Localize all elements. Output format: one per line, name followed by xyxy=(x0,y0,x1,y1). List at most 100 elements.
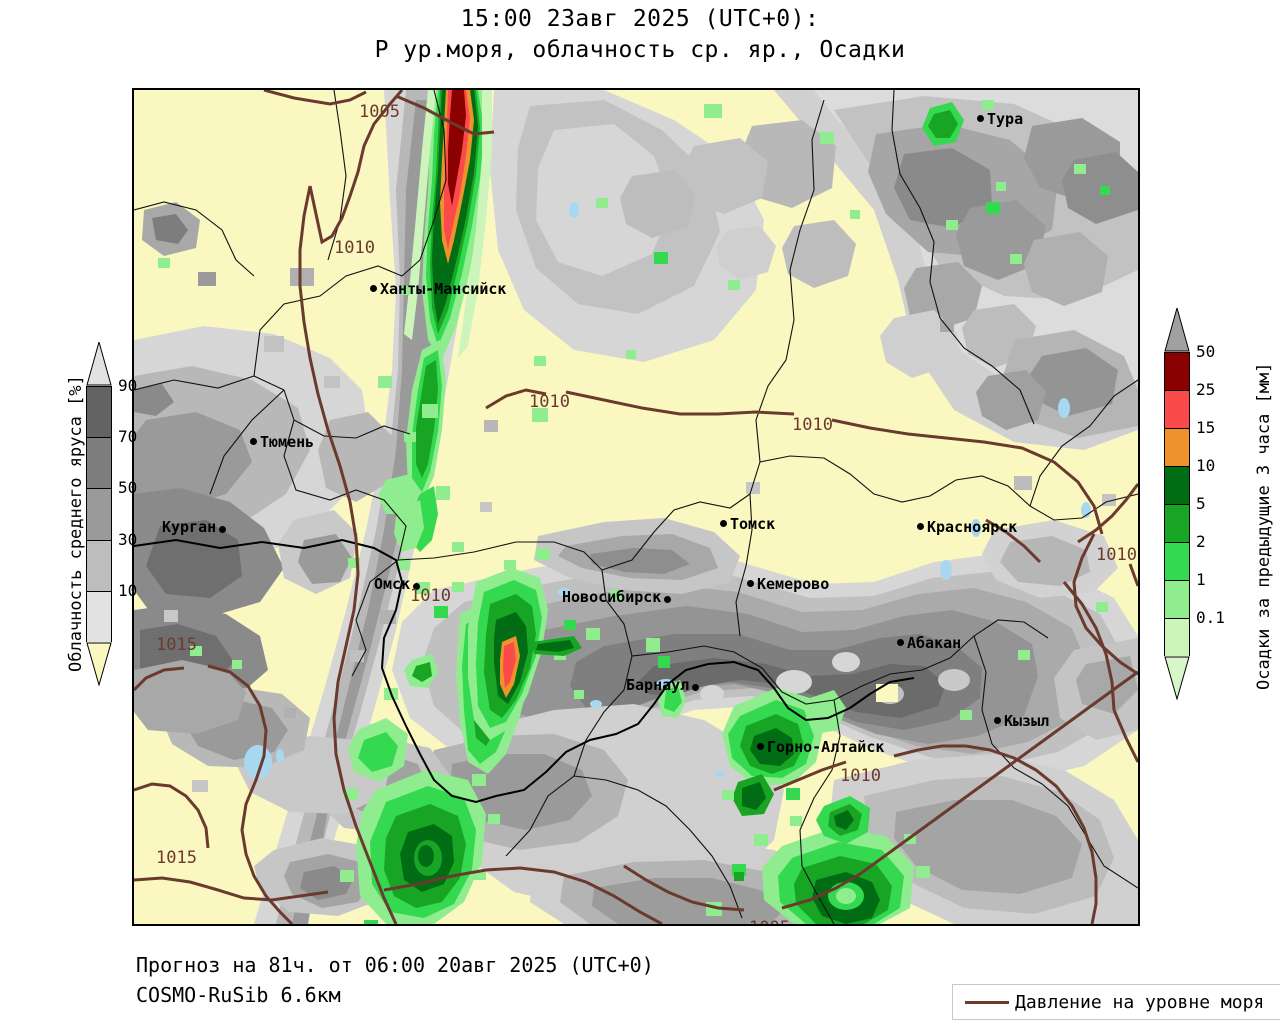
title-line-2: P ур.моря, облачность ср. яр., Осадки xyxy=(374,37,906,63)
precip-colorbar-tick: 2 xyxy=(1196,532,1206,551)
city-label: Абакан xyxy=(897,634,962,652)
title-line-1: 15:00 23авг 2025 (UTC+0): xyxy=(460,6,820,32)
precip-colorbar-band xyxy=(1164,504,1190,542)
isobar-label: 1005 xyxy=(359,102,400,122)
city-marker-dot xyxy=(757,743,764,750)
city-marker-dot xyxy=(977,115,984,122)
city-label: Курган xyxy=(162,518,227,536)
isobar-label: 1005 xyxy=(749,918,790,924)
city-marker-dot xyxy=(747,580,754,587)
precip-colorbar-band xyxy=(1164,466,1190,504)
city-marker-dot xyxy=(413,583,421,590)
isobar-label: 1010 xyxy=(529,392,570,412)
precipitation-colorbar-title: Осадки за предыдущие 3 часа [мм] xyxy=(1254,362,1274,690)
city-label: Тура xyxy=(977,110,1024,128)
city-label: Кемерово xyxy=(747,575,830,593)
cloud-colorbar-tick: 70 xyxy=(118,427,138,447)
isobar-label: 1010 xyxy=(792,415,833,435)
city-label: Ханты-Мансийск xyxy=(370,280,507,298)
pressure-legend-label: Давление на уровне моря xyxy=(1015,991,1265,1013)
city-marker-dot xyxy=(370,285,377,292)
cloud-colorbar-bottom-tip xyxy=(86,642,112,687)
precip-colorbar-tick: 1 xyxy=(1196,570,1206,589)
city-name: Тура xyxy=(987,110,1024,128)
precip-colorbar-top-tip xyxy=(1164,306,1190,352)
city-label: Омск xyxy=(374,575,421,593)
cloud-colorbar-band xyxy=(86,437,112,489)
weather-map[interactable]: Тура Ханты-Мансийск Тюмень Курган Омск Томск К… xyxy=(132,88,1140,926)
isobar-layer xyxy=(134,90,1138,924)
city-label: Барнаул xyxy=(626,676,700,694)
country-border-layer xyxy=(134,538,915,804)
city-name: Ханты-Мансийск xyxy=(380,280,507,298)
cloud-colorbar-tick: 90 xyxy=(118,376,138,395)
cloud-colorbar-tick: 50 xyxy=(118,478,138,498)
city-marker-dot xyxy=(720,520,727,527)
isobar-label: 1010 xyxy=(334,238,375,258)
forecast-footer: Прогноз на 81ч. от 06:00 20авг 2025 (UTC… xyxy=(136,950,654,1010)
city-name: Горно-Алтайск xyxy=(767,738,885,756)
page-title: 15:00 23авг 2025 (UTC+0): P ур.моря, обл… xyxy=(0,4,1280,66)
city-label: Новосибирск xyxy=(562,588,672,606)
cloud-colorbar-band xyxy=(86,539,112,591)
city-marker-dot xyxy=(664,596,672,603)
cloud-colorbar-tick: 30 xyxy=(118,529,138,549)
cloud-colorbar-band xyxy=(86,386,112,438)
precip-colorbar-tick: 15 xyxy=(1196,418,1216,437)
precip-colorbar-band xyxy=(1164,352,1190,390)
cloud-colorbar-top-tip xyxy=(86,340,112,386)
isobar-label: 1015 xyxy=(156,635,197,655)
city-name: Курган xyxy=(162,518,217,536)
precip-colorbar-band xyxy=(1164,542,1190,580)
isobar-label: 1010 xyxy=(1096,545,1137,565)
city-name: Новосибирск xyxy=(562,588,662,606)
city-label: Томск xyxy=(720,515,776,533)
cloud-colorbar-band xyxy=(86,590,112,642)
city-name: Кызыл xyxy=(1004,712,1050,730)
precip-colorbar-band xyxy=(1164,390,1190,428)
precip-colorbar-tick: 5 xyxy=(1196,494,1206,513)
city-marker-dot xyxy=(994,717,1001,724)
city-name: Барнаул xyxy=(626,676,690,694)
precip-colorbar-band xyxy=(1164,428,1190,466)
model-name: COSMO-RuSib 6.6км xyxy=(136,983,341,1007)
city-label: Кызыл xyxy=(994,712,1050,730)
city-name: Томск xyxy=(730,515,776,533)
city-name: Красноярск xyxy=(927,518,1018,536)
city-marker-dot xyxy=(897,639,904,646)
precip-colorbar-tick: 50 xyxy=(1196,342,1216,361)
city-label: Красноярск xyxy=(917,518,1018,536)
city-name: Тюмень xyxy=(260,433,315,451)
water-layer xyxy=(244,202,1091,779)
city-marker-dot xyxy=(692,684,700,691)
borders-layer xyxy=(134,90,1138,924)
city-name: Кемерово xyxy=(757,575,830,593)
precip-colorbar-band xyxy=(1164,580,1190,618)
precip-colorbar-tick: 0.1 xyxy=(1196,608,1225,627)
map-canvas xyxy=(134,90,1138,924)
isobar-label: 1015 xyxy=(156,848,197,868)
cloud-cover-colorbar-title: Облачность среднего яруса [%] xyxy=(66,375,86,672)
precipitation-colorbar xyxy=(1164,306,1190,701)
city-name: Омск xyxy=(374,575,411,593)
cloud-colorbar-tick: 10 xyxy=(118,580,138,600)
city-label: Горно-Алтайск xyxy=(757,738,885,756)
cloud-cover-colorbar xyxy=(86,340,112,687)
precip-colorbar-bottom-tip xyxy=(1164,656,1190,701)
forecast-lead-time: Прогноз на 81ч. от 06:00 20авг 2025 (UTC… xyxy=(136,953,654,977)
pressure-legend: Давление на уровне моря xyxy=(952,984,1280,1020)
cloud-cover-layer xyxy=(134,90,1138,924)
isobar-label: 1010 xyxy=(840,766,881,786)
city-marker-dot xyxy=(917,523,924,530)
city-label: Тюмень xyxy=(250,433,315,451)
precipitation-layer xyxy=(158,90,1110,924)
precip-colorbar-tick: 10 xyxy=(1196,456,1216,475)
city-marker-dot xyxy=(250,438,257,445)
precip-colorbar-band xyxy=(1164,618,1190,656)
cloud-colorbar-band xyxy=(86,488,112,540)
city-name: Абакан xyxy=(907,634,962,652)
precip-colorbar-tick: 25 xyxy=(1196,380,1216,399)
isobar-label: 1010 xyxy=(410,586,451,606)
pressure-line-swatch xyxy=(965,1000,1009,1004)
city-marker-dot xyxy=(219,526,227,533)
